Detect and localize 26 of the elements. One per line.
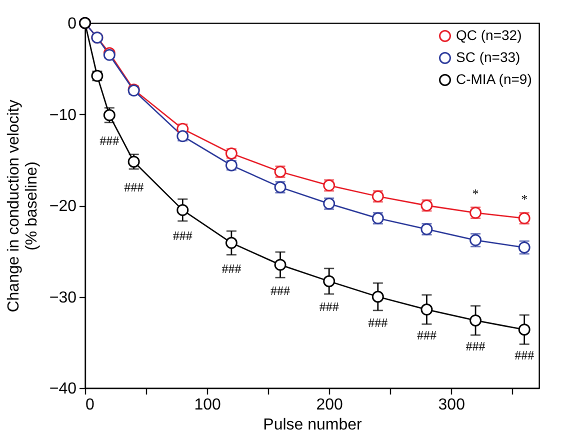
annotation: ### (319, 299, 340, 314)
x-tick-label: 0 (86, 396, 94, 414)
y-axis-title: Change in conduction velocity (% baseline) (5, 100, 40, 312)
x-tick-label: 100 (194, 396, 221, 414)
annotation: ### (368, 314, 388, 330)
annotation: ### (100, 133, 120, 148)
legend-label: SC (n=33) (456, 49, 520, 65)
x-tick-label: 300 (438, 396, 466, 414)
y-tick-label: −10 (49, 106, 77, 124)
legend-label: C-MIA (n=9) (456, 71, 532, 87)
y-tick-label: −40 (49, 380, 77, 398)
annotation: ### (514, 348, 535, 363)
x-axis-title: Pulse number (263, 416, 363, 434)
annotation: ### (124, 180, 144, 195)
annotation: ### (466, 338, 486, 354)
y-tick-label: −30 (49, 289, 77, 306)
x-tick-label: 200 (316, 396, 344, 414)
annotation: ### (270, 282, 291, 298)
legend-label: QC (n=32) (456, 27, 522, 43)
annotation: * (472, 186, 479, 201)
annotation: ### (416, 328, 437, 343)
annotation: ### (222, 260, 242, 276)
annotation: ### (172, 228, 193, 244)
annotation: * (521, 191, 528, 206)
y-tick-label: 0 (68, 16, 77, 32)
y-tick-label: −20 (49, 198, 77, 215)
